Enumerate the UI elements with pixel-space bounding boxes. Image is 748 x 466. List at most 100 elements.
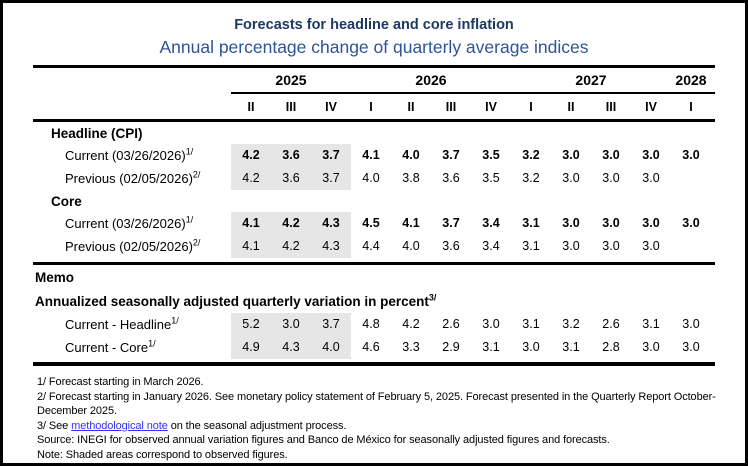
value-cell: 3.7 <box>442 148 460 162</box>
value-cell: 4.5 <box>362 216 380 230</box>
value-cell: 3.8 <box>402 171 420 185</box>
value-cell: 3.6 <box>442 171 460 185</box>
footnote-line: 2/ Forecast starting in January 2026. Se… <box>37 390 716 418</box>
value-cell: 4.8 <box>362 317 380 331</box>
row-label-text: Previous (02/05/2026) <box>65 171 193 186</box>
value-cell: 3.0 <box>562 171 580 185</box>
value-cell: 3.7 <box>311 313 351 336</box>
footnote-line: Note: Shaded areas correspond to observe… <box>37 448 288 461</box>
value-cell: 3.0 <box>642 239 660 253</box>
value-cell: 3.2 <box>522 171 540 185</box>
value-cell: 4.1 <box>402 216 420 230</box>
footnote-line: 3/ See methodological note on the season… <box>37 419 719 434</box>
row-label-text: Current - Headline <box>65 317 172 332</box>
value-cell <box>671 235 711 258</box>
value-cell: 4.0 <box>311 336 351 359</box>
quarter-label: II <box>567 99 575 114</box>
value-cell: 4.3 <box>311 212 351 235</box>
quarter-label: I <box>369 99 373 114</box>
section-label: Headline (CPI) <box>51 125 143 141</box>
value-cell: 5.2 <box>231 313 271 336</box>
value-cell: 4.3 <box>271 336 311 359</box>
value-cell: 4.2 <box>271 235 311 258</box>
value-cell: 3.0 <box>522 340 540 354</box>
value-cell: 4.9 <box>231 336 271 359</box>
table-row: Previous (02/05/2026)2/4.1 4.2 4.3 4.4 4.0 3.… <box>33 235 715 258</box>
footnote-marker: 1/ <box>148 338 156 349</box>
footnote-text: on the seasonal adjustment process. <box>167 419 347 432</box>
row-label: Current - Core1/ <box>33 338 231 355</box>
value-cell: 3.0 <box>682 216 700 230</box>
value-cell: 3.4 <box>482 239 500 253</box>
quarter-label: III <box>285 99 297 114</box>
quarter-label: II <box>407 99 415 114</box>
row-label: Current (03/26/2026)1/ <box>33 214 231 231</box>
value-cell: 3.6 <box>442 239 460 253</box>
value-cell: 3.0 <box>682 340 700 354</box>
year-label: 2026 <box>415 72 447 88</box>
year-label: 2028 <box>675 72 707 88</box>
value-cell: 3.0 <box>271 313 311 336</box>
value-cell: 3.3 <box>402 340 420 354</box>
footnote-marker: 2/ <box>192 169 201 180</box>
memo-subheading-text: Annualized seasonally adjusted quarterly… <box>35 294 429 309</box>
value-cell: 4.0 <box>402 148 420 162</box>
quarter-header-row: II III IV I II III IV I II III IV I <box>33 94 715 119</box>
page-subtitle: Annual percentage change of quarterly av… <box>159 37 589 57</box>
value-cell: 3.1 <box>642 317 660 331</box>
value-cell: 3.7 <box>311 167 351 190</box>
table-row: Current (03/26/2026)1/4.1 4.2 4.3 4.5 4.1 3.7… <box>33 212 715 235</box>
value-cell: 2.6 <box>602 317 620 331</box>
divider-above-footnotes <box>33 362 715 366</box>
value-cell: 4.3 <box>311 235 351 258</box>
value-cell: 3.0 <box>562 239 580 253</box>
value-cell: 3.5 <box>482 148 500 162</box>
value-cell: 3.0 <box>642 340 660 354</box>
value-cell: 4.2 <box>231 167 271 190</box>
value-cell: 3.5 <box>482 171 500 185</box>
value-cell: 3.0 <box>602 148 620 162</box>
value-cell: 4.1 <box>231 212 271 235</box>
value-cell: 4.2 <box>271 212 311 235</box>
divider-above-memo <box>33 262 715 265</box>
value-cell: 3.0 <box>482 317 500 331</box>
value-cell: 2.6 <box>442 317 460 331</box>
table-row: Current (03/26/2026)1/4.2 3.6 3.7 4.1 4.0 3.7… <box>33 144 715 167</box>
value-cell: 3.1 <box>522 216 540 230</box>
row-label-text: Current - Core <box>65 340 149 355</box>
value-cell: 3.1 <box>482 340 500 354</box>
year-label: 2027 <box>575 72 607 88</box>
methodological-note-link[interactable]: methodological note <box>71 419 168 432</box>
quarter-label: III <box>445 99 457 114</box>
value-cell: 3.0 <box>682 148 700 162</box>
value-cell: 2.8 <box>602 340 620 354</box>
value-cell: 3.0 <box>602 239 620 253</box>
value-cell: 3.0 <box>562 148 580 162</box>
memo-table-row: Current - Headline1/5.2 3.0 3.7 4.8 4.2 2.6 3.… <box>33 313 715 336</box>
page-title: Forecasts for headline and core inflatio… <box>234 17 514 33</box>
quarter-label: IV <box>485 99 497 114</box>
value-cell: 3.1 <box>522 317 540 331</box>
value-cell: 3.6 <box>271 144 311 167</box>
divider-top <box>33 65 715 68</box>
footnote-line: 1/ Forecast starting in March 2026. <box>37 376 204 388</box>
footnote-marker: 1/ <box>171 315 179 326</box>
quarter-label: IV <box>645 99 657 114</box>
value-cell: 3.6 <box>271 167 311 190</box>
footnote-marker: 2/ <box>192 237 201 248</box>
quarter-label: III <box>605 99 617 114</box>
value-cell: 2.9 <box>442 340 460 354</box>
value-cell: 4.1 <box>231 235 271 258</box>
value-cell: 3.0 <box>602 216 620 230</box>
footnote-text: 3/ See <box>37 419 72 432</box>
value-cell: 3.0 <box>642 216 660 230</box>
row-label: Current (03/26/2026)1/ <box>33 147 231 163</box>
footnote-marker: 1/ <box>185 214 194 225</box>
footnotes: 1/ Forecast starting in March 2026. 2/ Fo… <box>37 375 719 463</box>
value-cell: 4.2 <box>402 317 420 331</box>
section-label: Core <box>51 193 82 209</box>
value-cell: 3.0 <box>562 216 580 230</box>
quarter-label: IV <box>325 99 337 114</box>
value-cell: 3.0 <box>602 171 620 185</box>
row-label: Previous (02/05/2026)2/ <box>33 237 231 254</box>
